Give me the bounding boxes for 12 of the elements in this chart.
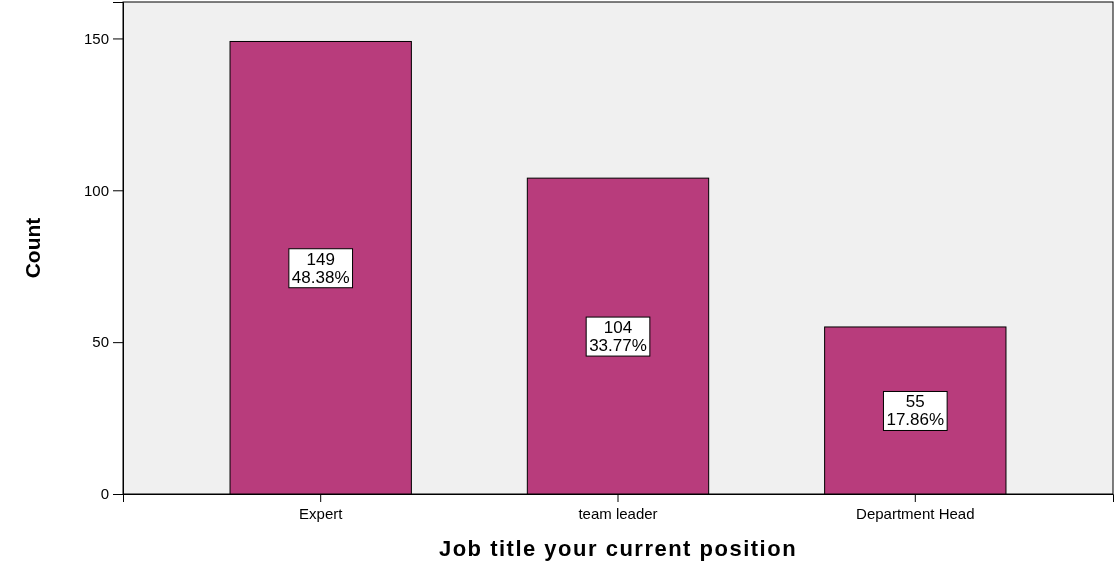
x-tick-label: team leader	[578, 504, 658, 522]
y-tick-label: 150	[83, 29, 109, 47]
y-tick-label: 100	[83, 181, 109, 199]
x-tick-label: Department Head	[856, 504, 975, 522]
x-tick-label: Expert	[299, 504, 344, 522]
y-tick-label: 0	[100, 485, 109, 503]
data-label: 104 33.77%	[589, 318, 647, 356]
y-axis-title: Count	[21, 217, 44, 279]
data-label: 149 48.38%	[291, 249, 350, 287]
y-tick-label: 50	[92, 333, 109, 351]
x-axis-title: Job title your current position	[438, 536, 798, 561]
data-label: 55 17.86%	[886, 392, 945, 430]
